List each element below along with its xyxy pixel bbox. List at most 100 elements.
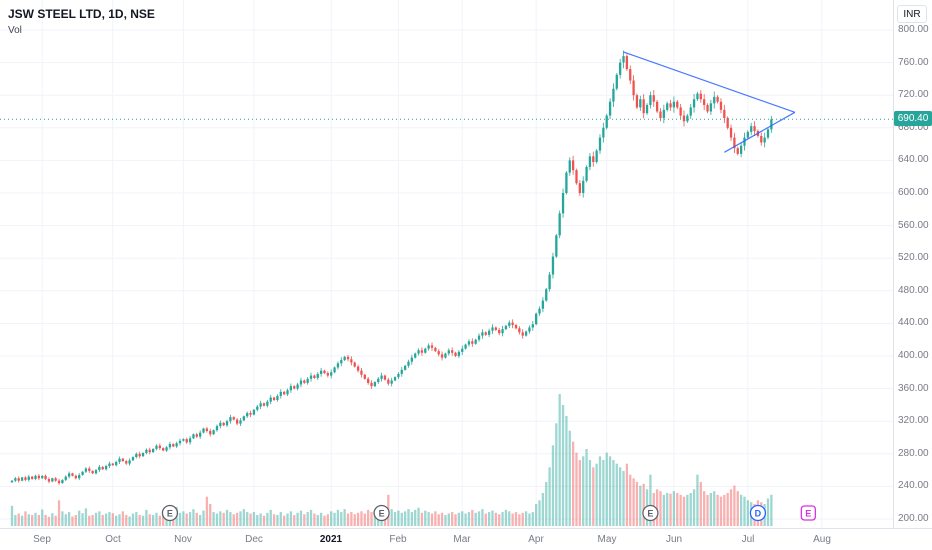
volume-bar (484, 513, 487, 526)
candle-body (24, 477, 27, 480)
triangle-lower[interactable] (724, 111, 796, 153)
candle-body (175, 443, 178, 447)
earnings-marker[interactable]: E (373, 504, 390, 522)
dividend-marker[interactable]: D (749, 504, 767, 522)
volume-bar (74, 515, 77, 526)
volume-bar (84, 508, 88, 526)
candle-body (692, 99, 696, 108)
volume-bar (635, 482, 639, 526)
candle-body (639, 99, 642, 108)
volume-bar (64, 514, 67, 526)
volume-bar (192, 509, 195, 526)
symbol-title[interactable]: JSW STEEL LTD, 1D, NSE (8, 7, 155, 21)
price-axis[interactable]: INR 800.00 760.00 720.00 680.00 640.00 600.00… (893, 0, 932, 528)
candle-body (666, 103, 669, 110)
candle-body (373, 382, 377, 387)
candle-body (235, 419, 239, 424)
volume-bar (340, 512, 343, 526)
candle-body (739, 145, 743, 154)
volume-bar (696, 474, 699, 526)
candle-body (20, 477, 24, 481)
candle-body (222, 422, 225, 426)
earnings-marker[interactable]: E (642, 504, 659, 522)
volume-bar (400, 512, 403, 526)
volume-bar (390, 509, 393, 526)
candle-body (709, 103, 713, 112)
candle-body (713, 96, 716, 104)
candle-body (504, 325, 508, 330)
volume-bar (427, 512, 430, 526)
time-axis-label: May (597, 534, 617, 545)
candle-body (145, 449, 148, 453)
candle-body (293, 386, 296, 389)
volume-bar (689, 493, 692, 526)
volume-bar (716, 494, 719, 526)
candle-body (635, 95, 639, 108)
candle-body (561, 193, 565, 214)
candle-body (306, 378, 309, 383)
candle-body (582, 180, 585, 193)
volume-bar (662, 494, 665, 526)
volume-bar (417, 507, 420, 526)
time-axis-label: Nov (174, 534, 192, 545)
candle-body (31, 476, 34, 480)
candle-body (551, 256, 555, 275)
candle-body (548, 274, 551, 290)
volume-bar (440, 512, 444, 526)
candle-body (662, 109, 665, 119)
candle-body (309, 375, 313, 379)
candle-body (44, 475, 47, 480)
volume-bar (202, 510, 205, 526)
candle-body (629, 69, 632, 81)
candle-body (135, 453, 138, 458)
volume-bar (276, 515, 279, 526)
earnings-marker[interactable]: E (161, 504, 179, 522)
earnings-marker[interactable]: E (800, 505, 816, 521)
volume-study-label[interactable]: Vol (8, 25, 22, 37)
volume-bar (212, 512, 215, 526)
volume-bar (37, 515, 41, 526)
volume-bar (699, 482, 702, 526)
volume-bar (215, 513, 219, 526)
volume-bar (104, 513, 108, 526)
volume-bar (766, 498, 770, 526)
candle-body (326, 373, 329, 376)
candle-body (612, 88, 615, 102)
candle-body (346, 356, 350, 360)
candle-body (182, 439, 185, 441)
volume-bar (598, 456, 602, 526)
volume-bar (330, 511, 333, 526)
candle-body (655, 101, 659, 112)
candle-body (535, 313, 538, 325)
candle-body (420, 350, 424, 353)
volume-bar (639, 485, 642, 526)
candle-body (682, 115, 686, 122)
triangle-upper[interactable] (623, 51, 796, 113)
candle-body (34, 475, 37, 480)
currency-button[interactable]: INR (897, 5, 927, 23)
volume-bar (34, 512, 37, 526)
candle-body (427, 345, 430, 349)
volume-bar (44, 515, 47, 526)
candle-body (303, 380, 306, 383)
chart-pane[interactable]: E E E D E JSW STEEL LTD, 1D, NSE Vol (0, 0, 893, 528)
price-axis-label: 520.00 (898, 252, 929, 263)
time-axis[interactable]: Sep Oct Nov Dec 2021 Feb Mar Apr May Jun Jul Aug (0, 528, 932, 550)
candle-body (276, 395, 279, 401)
volume-bar (535, 504, 538, 526)
volume-bar (477, 511, 481, 526)
volume-bar (703, 491, 706, 526)
volume-bar (259, 513, 262, 526)
candle-body (440, 354, 444, 358)
volume-bar (246, 512, 249, 526)
time-axis-label: Jun (665, 534, 683, 545)
volume-bar (225, 509, 229, 526)
volume-bar (461, 511, 464, 526)
candle-body (316, 373, 319, 379)
candle-body (286, 390, 289, 395)
price-axis-label: 680.00 (898, 122, 929, 133)
time-axis-label: Sep (33, 534, 51, 545)
volume-bar (494, 512, 497, 526)
candle-body (608, 101, 612, 116)
